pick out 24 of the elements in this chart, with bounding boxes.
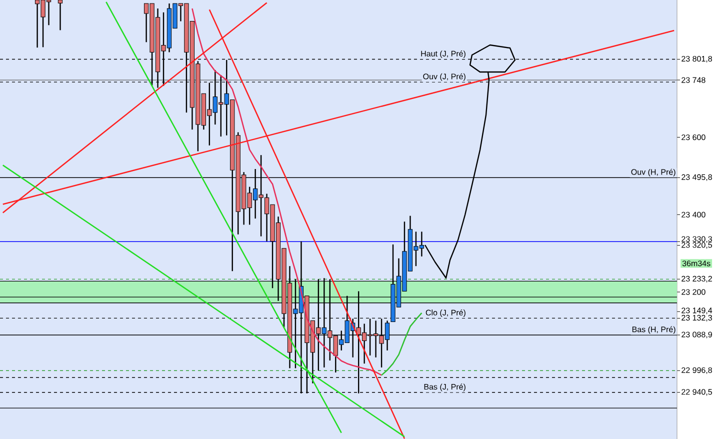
ref-line-label: Ouv (J, Pré) <box>423 73 466 81</box>
line-series <box>192 8 382 376</box>
y-tick-label: 22 940,5 <box>682 389 712 396</box>
y-tick-label: 22 996,8 <box>682 367 712 374</box>
ref-line-label: Ouv (H, Pré) <box>631 168 676 176</box>
ref-line-label: Haut (J, Pré) <box>421 50 466 58</box>
ref-line-label: Bas (J, Pré) <box>424 384 466 392</box>
y-tick-label: 23 132,3 <box>682 314 712 322</box>
candlestick <box>58 0 63 31</box>
y-tick-label: 23 330,3 <box>682 236 712 243</box>
y-tick-label: 23 495,8 <box>682 174 712 181</box>
y-tick-label: 23 149,4 <box>682 308 712 314</box>
y-tick-label: 23 600 <box>682 134 706 140</box>
y-tick-label: 23 233,2 <box>682 276 712 282</box>
y-tick-label: 23 320,5 <box>682 242 712 249</box>
text: 36m34s <box>682 260 710 266</box>
y-tick-label: 23 088,9 <box>682 332 712 338</box>
y-tick-label: 23 748 <box>682 77 706 83</box>
y-tick-label: 23 400 <box>682 212 706 218</box>
y-tick-label: 23 801,8 <box>682 56 712 63</box>
ref-line-label: Bas (H, Pré) <box>632 326 676 334</box>
line-series <box>380 312 422 376</box>
y-tick-label: 23 200 <box>682 289 706 295</box>
ref-line-label: Clo (J, Pré) <box>426 309 466 318</box>
